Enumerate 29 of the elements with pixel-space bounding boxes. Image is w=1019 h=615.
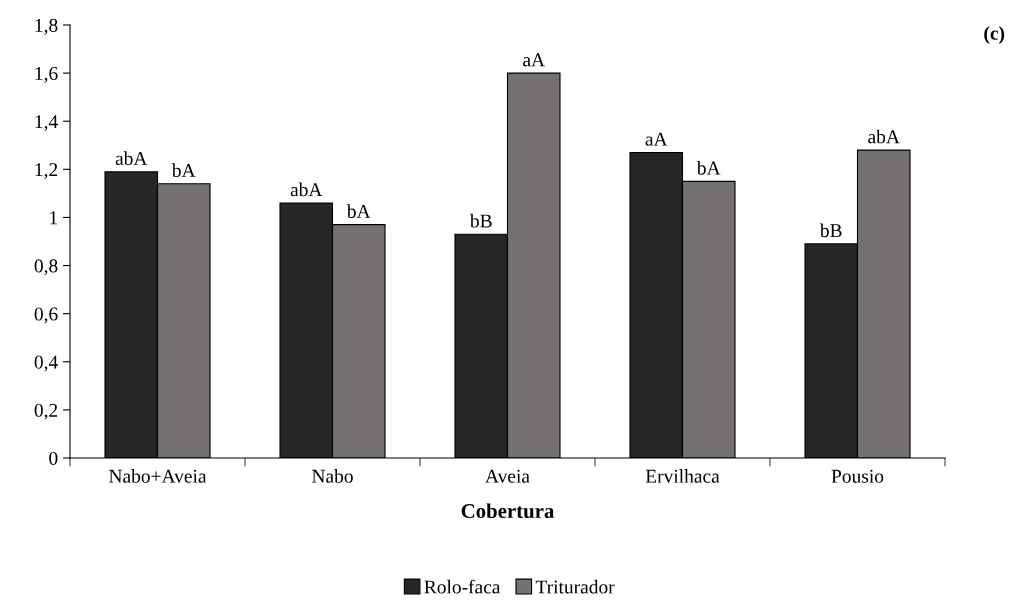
x-tick-label: Pousio	[831, 469, 884, 483]
annotation: abA	[868, 129, 900, 144]
y-tick-label: 1,6	[35, 66, 58, 83]
annotation: bA	[171, 163, 196, 178]
y-tick-label: 1	[50, 211, 58, 225]
y-tick-label: 0,6	[34, 307, 58, 324]
y-tick-label: 0,2	[34, 403, 58, 420]
y-tick-label: 0,8	[34, 259, 58, 276]
x-tick-label: Aveia	[485, 469, 530, 483]
text: (c)	[984, 26, 1005, 44]
y-tick-label: 0,4	[34, 355, 58, 372]
annotation: bA	[696, 160, 721, 175]
x-tick-label: Nabo+Aveia	[109, 469, 207, 483]
x-axis-title: Cobertura	[461, 503, 555, 519]
annotation: aA	[523, 53, 545, 67]
annotation: aA	[645, 132, 668, 146]
x-tick-label: Ervilhaca	[645, 469, 720, 483]
x-tick-label: Nabo	[312, 469, 353, 483]
annotation: bB	[469, 213, 492, 228]
annotation: bA	[346, 204, 371, 218]
annotation: abA	[290, 182, 323, 197]
y-tick-label: 1,8	[35, 18, 58, 35]
legend-label: Rolo-faca	[424, 579, 501, 594]
annotation: abA	[115, 151, 148, 166]
annotation: bB	[819, 223, 842, 238]
y-tick-label: 1,4	[35, 115, 58, 131]
y-tick-label: 0	[49, 451, 58, 465]
y-tick-label: 1,2	[35, 163, 58, 180]
legend-label: Triturador	[535, 579, 615, 594]
